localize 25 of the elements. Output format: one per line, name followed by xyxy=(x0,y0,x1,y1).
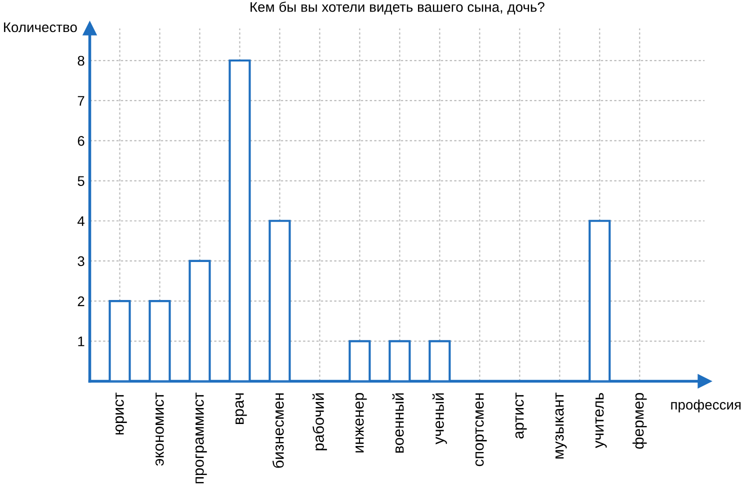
x-tick-label: ученый xyxy=(432,393,447,444)
y-tick-label: 4 xyxy=(77,216,84,226)
x-tick-label: музыкант xyxy=(555,392,567,459)
x-tick-label: рабочий xyxy=(312,393,327,450)
x-tick-label: инженер xyxy=(355,392,367,452)
y-tick-label: 3 xyxy=(78,256,84,266)
x-tick-label: фермер xyxy=(632,392,647,449)
chart-title: Кем бы вы хотели видеть вашего сына, дочь? xyxy=(250,2,544,15)
x-tick-label: юрист xyxy=(115,392,127,434)
x-axis-title: профессия xyxy=(671,399,741,412)
y-tick-label: 8 xyxy=(78,56,84,66)
x-tick-label: бизнесмен xyxy=(272,393,284,468)
x-tick-label: артист xyxy=(515,392,527,439)
y-tick-label: 1 xyxy=(78,336,84,346)
x-tick-label: учитель xyxy=(595,392,607,448)
x-tick-label: врач xyxy=(235,393,247,424)
x-tick-label: спортсмен xyxy=(475,393,487,466)
x-tick-label: военный xyxy=(392,393,404,453)
y-tick-label: 5 xyxy=(78,176,84,186)
x-tick-label: экономист xyxy=(155,392,164,466)
y-axis-title: Количество xyxy=(4,22,77,32)
y-tick-label: 7 xyxy=(78,96,84,106)
y-tick-label: 2 xyxy=(78,296,84,306)
x-tick-label: программист xyxy=(195,392,207,484)
y-tick-label: 6 xyxy=(78,136,84,146)
